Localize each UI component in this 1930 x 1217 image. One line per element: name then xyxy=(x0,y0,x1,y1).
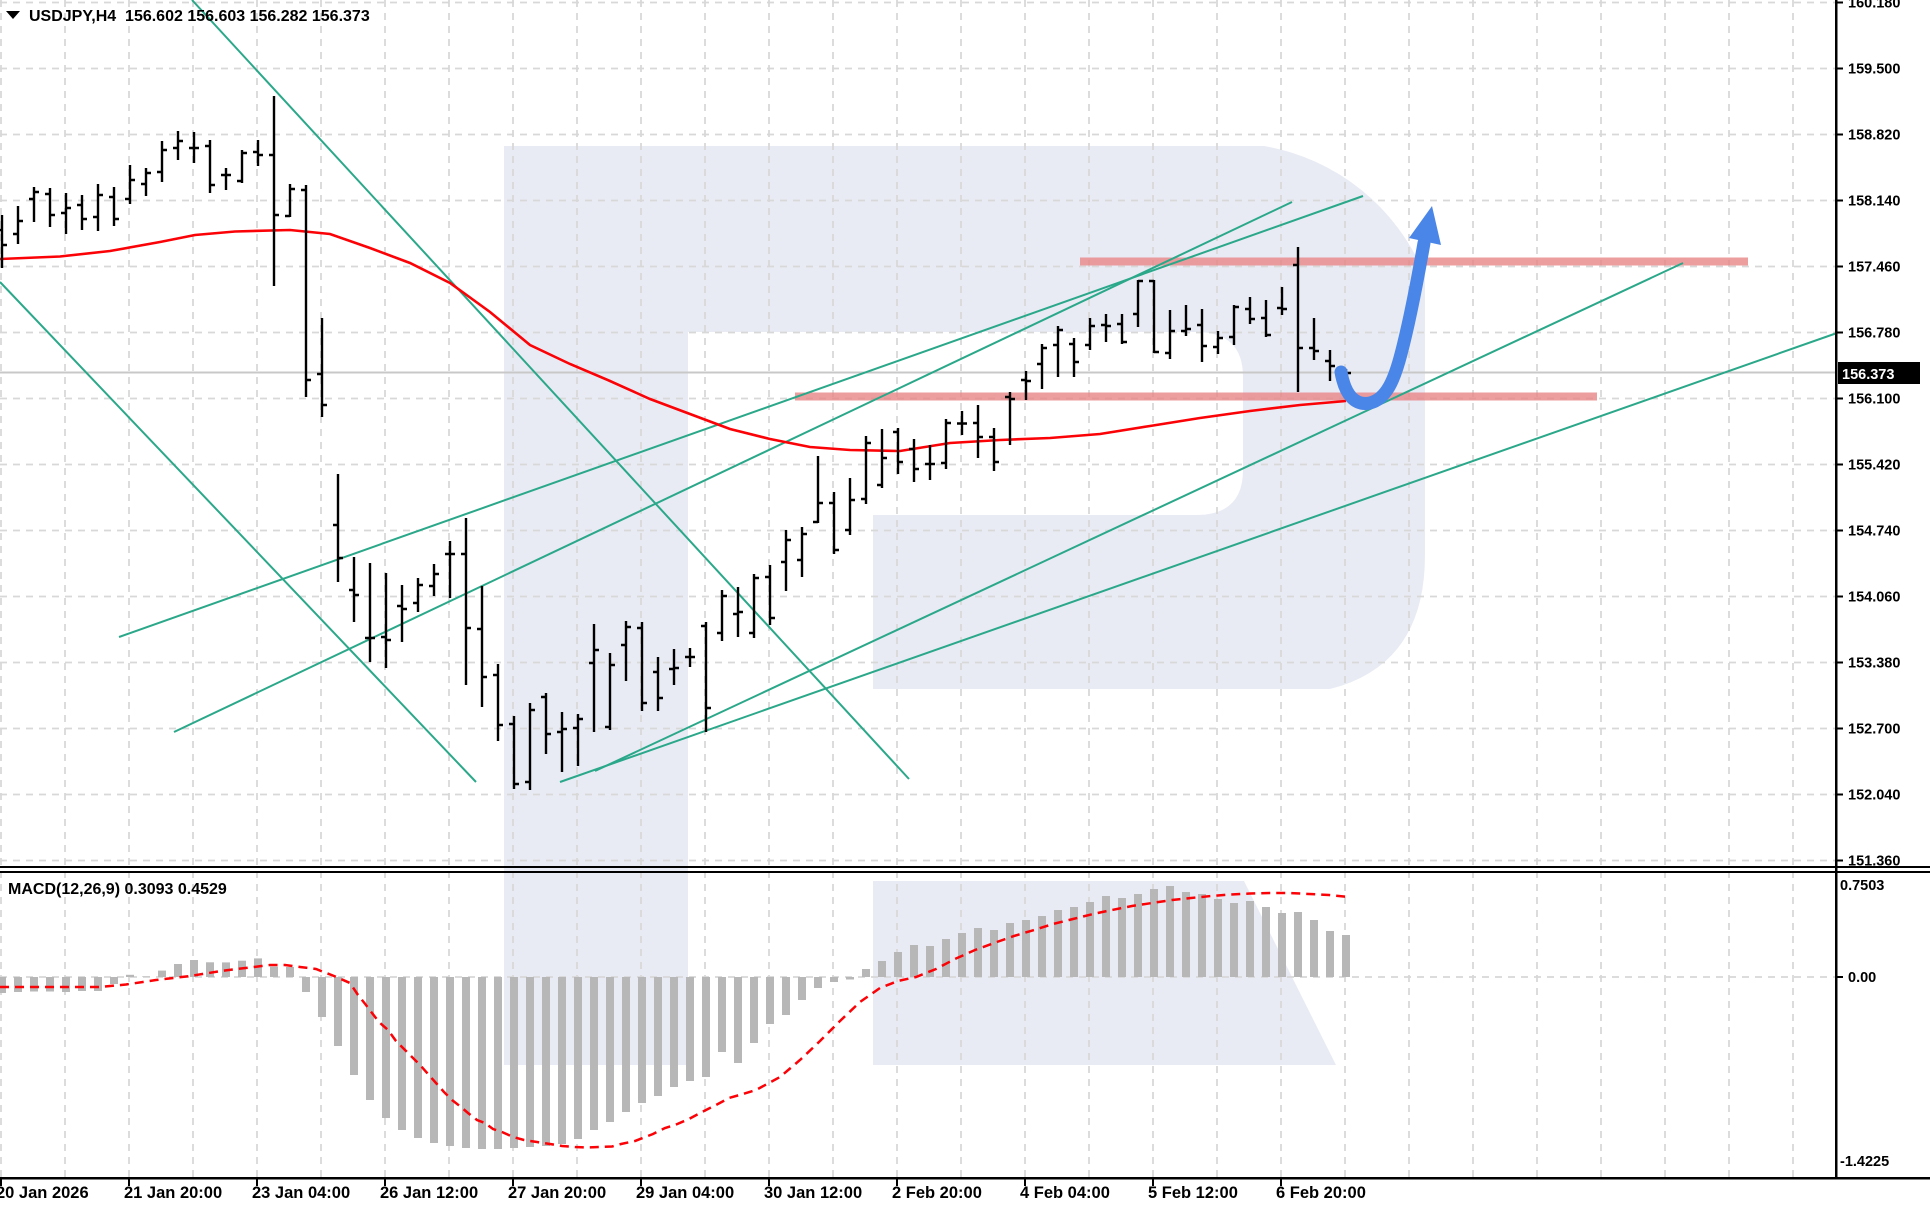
svg-text:153.380: 153.380 xyxy=(1848,656,1900,672)
svg-text:155.420: 155.420 xyxy=(1848,458,1900,474)
svg-text:6 Feb 20:00: 6 Feb 20:00 xyxy=(1276,1184,1366,1202)
svg-text:157.460: 157.460 xyxy=(1848,260,1900,276)
svg-text:158.820: 158.820 xyxy=(1848,128,1900,144)
svg-text:152.700: 152.700 xyxy=(1848,722,1900,738)
svg-text:MACD(12,26,9) 0.3093 0.4529: MACD(12,26,9) 0.3093 0.4529 xyxy=(8,881,227,898)
svg-text:158.140: 158.140 xyxy=(1848,194,1900,210)
svg-text:29 Jan 04:00: 29 Jan 04:00 xyxy=(636,1184,734,1202)
svg-text:23 Jan 04:00: 23 Jan 04:00 xyxy=(252,1184,350,1202)
svg-text:5 Feb 12:00: 5 Feb 12:00 xyxy=(1148,1184,1238,1202)
svg-text:USDJPY,H4 156.602 156.603 156: USDJPY,H4 156.602 156.603 156.282 156.37… xyxy=(29,8,370,25)
svg-text:156.100: 156.100 xyxy=(1848,392,1900,408)
svg-text:26 Jan 12:00: 26 Jan 12:00 xyxy=(380,1184,478,1202)
svg-text:4 Feb 04:00: 4 Feb 04:00 xyxy=(1020,1184,1110,1202)
svg-text:0.00: 0.00 xyxy=(1848,970,1876,986)
svg-text:159.500: 159.500 xyxy=(1848,62,1900,78)
svg-text:21 Jan 20:00: 21 Jan 20:00 xyxy=(124,1184,222,1202)
svg-text:154.060: 154.060 xyxy=(1848,590,1900,606)
svg-text:156.780: 156.780 xyxy=(1848,326,1900,342)
svg-text:27 Jan 20:00: 27 Jan 20:00 xyxy=(508,1184,606,1202)
svg-text:152.040: 152.040 xyxy=(1848,788,1900,804)
svg-text:156.373: 156.373 xyxy=(1842,367,1894,383)
svg-text:0.7503: 0.7503 xyxy=(1840,878,1884,894)
svg-text:154.740: 154.740 xyxy=(1848,524,1900,540)
svg-text:20 Jan 2026: 20 Jan 2026 xyxy=(0,1184,89,1202)
svg-text:-1.4225: -1.4225 xyxy=(1840,1154,1889,1170)
svg-text:160.180: 160.180 xyxy=(1848,0,1900,12)
svg-text:2 Feb 20:00: 2 Feb 20:00 xyxy=(892,1184,982,1202)
svg-text:151.360: 151.360 xyxy=(1848,854,1900,870)
svg-text:30 Jan 12:00: 30 Jan 12:00 xyxy=(764,1184,862,1202)
